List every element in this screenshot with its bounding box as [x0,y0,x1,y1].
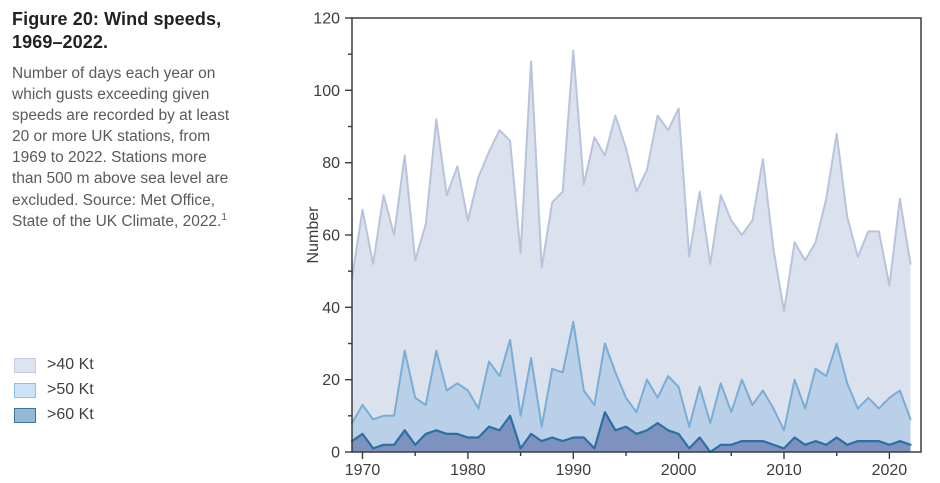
area-line [351,49,912,312]
y-tick-label: 0 [331,445,340,462]
area-fill [352,50,911,452]
axis-tick-labels: 1970 1980 1990 2000 2010 2020 0 20 40 60 80 100 120 [313,11,907,480]
legend-swatch-gt50kt-icon [14,382,36,398]
figure-title: Figure 20: Wind speeds, 1969–2022. [12,9,222,53]
area-fill [352,412,911,452]
area-line [350,411,912,454]
area-fill [352,321,911,452]
legend-label-gt60kt: >60 Kt [47,406,94,423]
axis-ticks [345,17,891,459]
series-40kt [351,49,912,452]
x-tick-label: 1970 [345,462,381,479]
chart-legend: >40 Kt >50 Kt >60 Kt [14,356,94,431]
y-tick-label: 40 [322,300,340,317]
area-line [351,320,912,432]
y-tick-label: 100 [313,83,340,100]
x-tick-label: 1980 [450,462,486,479]
series-60kt [350,411,912,454]
y-tick-label: 20 [322,372,340,389]
x-tick-label: 2020 [872,462,908,479]
series-50kt [351,320,912,452]
y-tick-label: 60 [322,228,340,245]
caption-panel: Figure 20: Wind speeds, 1969–2022. Numbe… [12,8,244,232]
legend-swatch-gt40kt-icon [14,357,36,373]
x-tick-label: 2000 [661,462,697,479]
legend-item-gt60kt: >60 Kt [14,406,94,424]
legend-label-gt50kt: >50 Kt [47,381,94,398]
x-tick-label: 2010 [766,462,802,479]
legend-item-gt40kt: >40 Kt [14,356,94,374]
legend-swatch-gt60kt-icon [14,407,36,423]
y-tick-label: 80 [322,155,340,172]
legend-label-gt40kt: >40 Kt [47,356,94,373]
footnote-marker: 1 [221,211,227,223]
x-tick-label: 1990 [556,462,592,479]
y-tick-label: 120 [313,11,340,28]
legend-item-gt50kt: >50 Kt [14,381,94,399]
y-axis-title: Number [305,206,322,264]
figure-description-text: Number of days each year on which gusts … [12,65,230,230]
figure-description: Number of days each year on which gusts … [12,63,236,232]
